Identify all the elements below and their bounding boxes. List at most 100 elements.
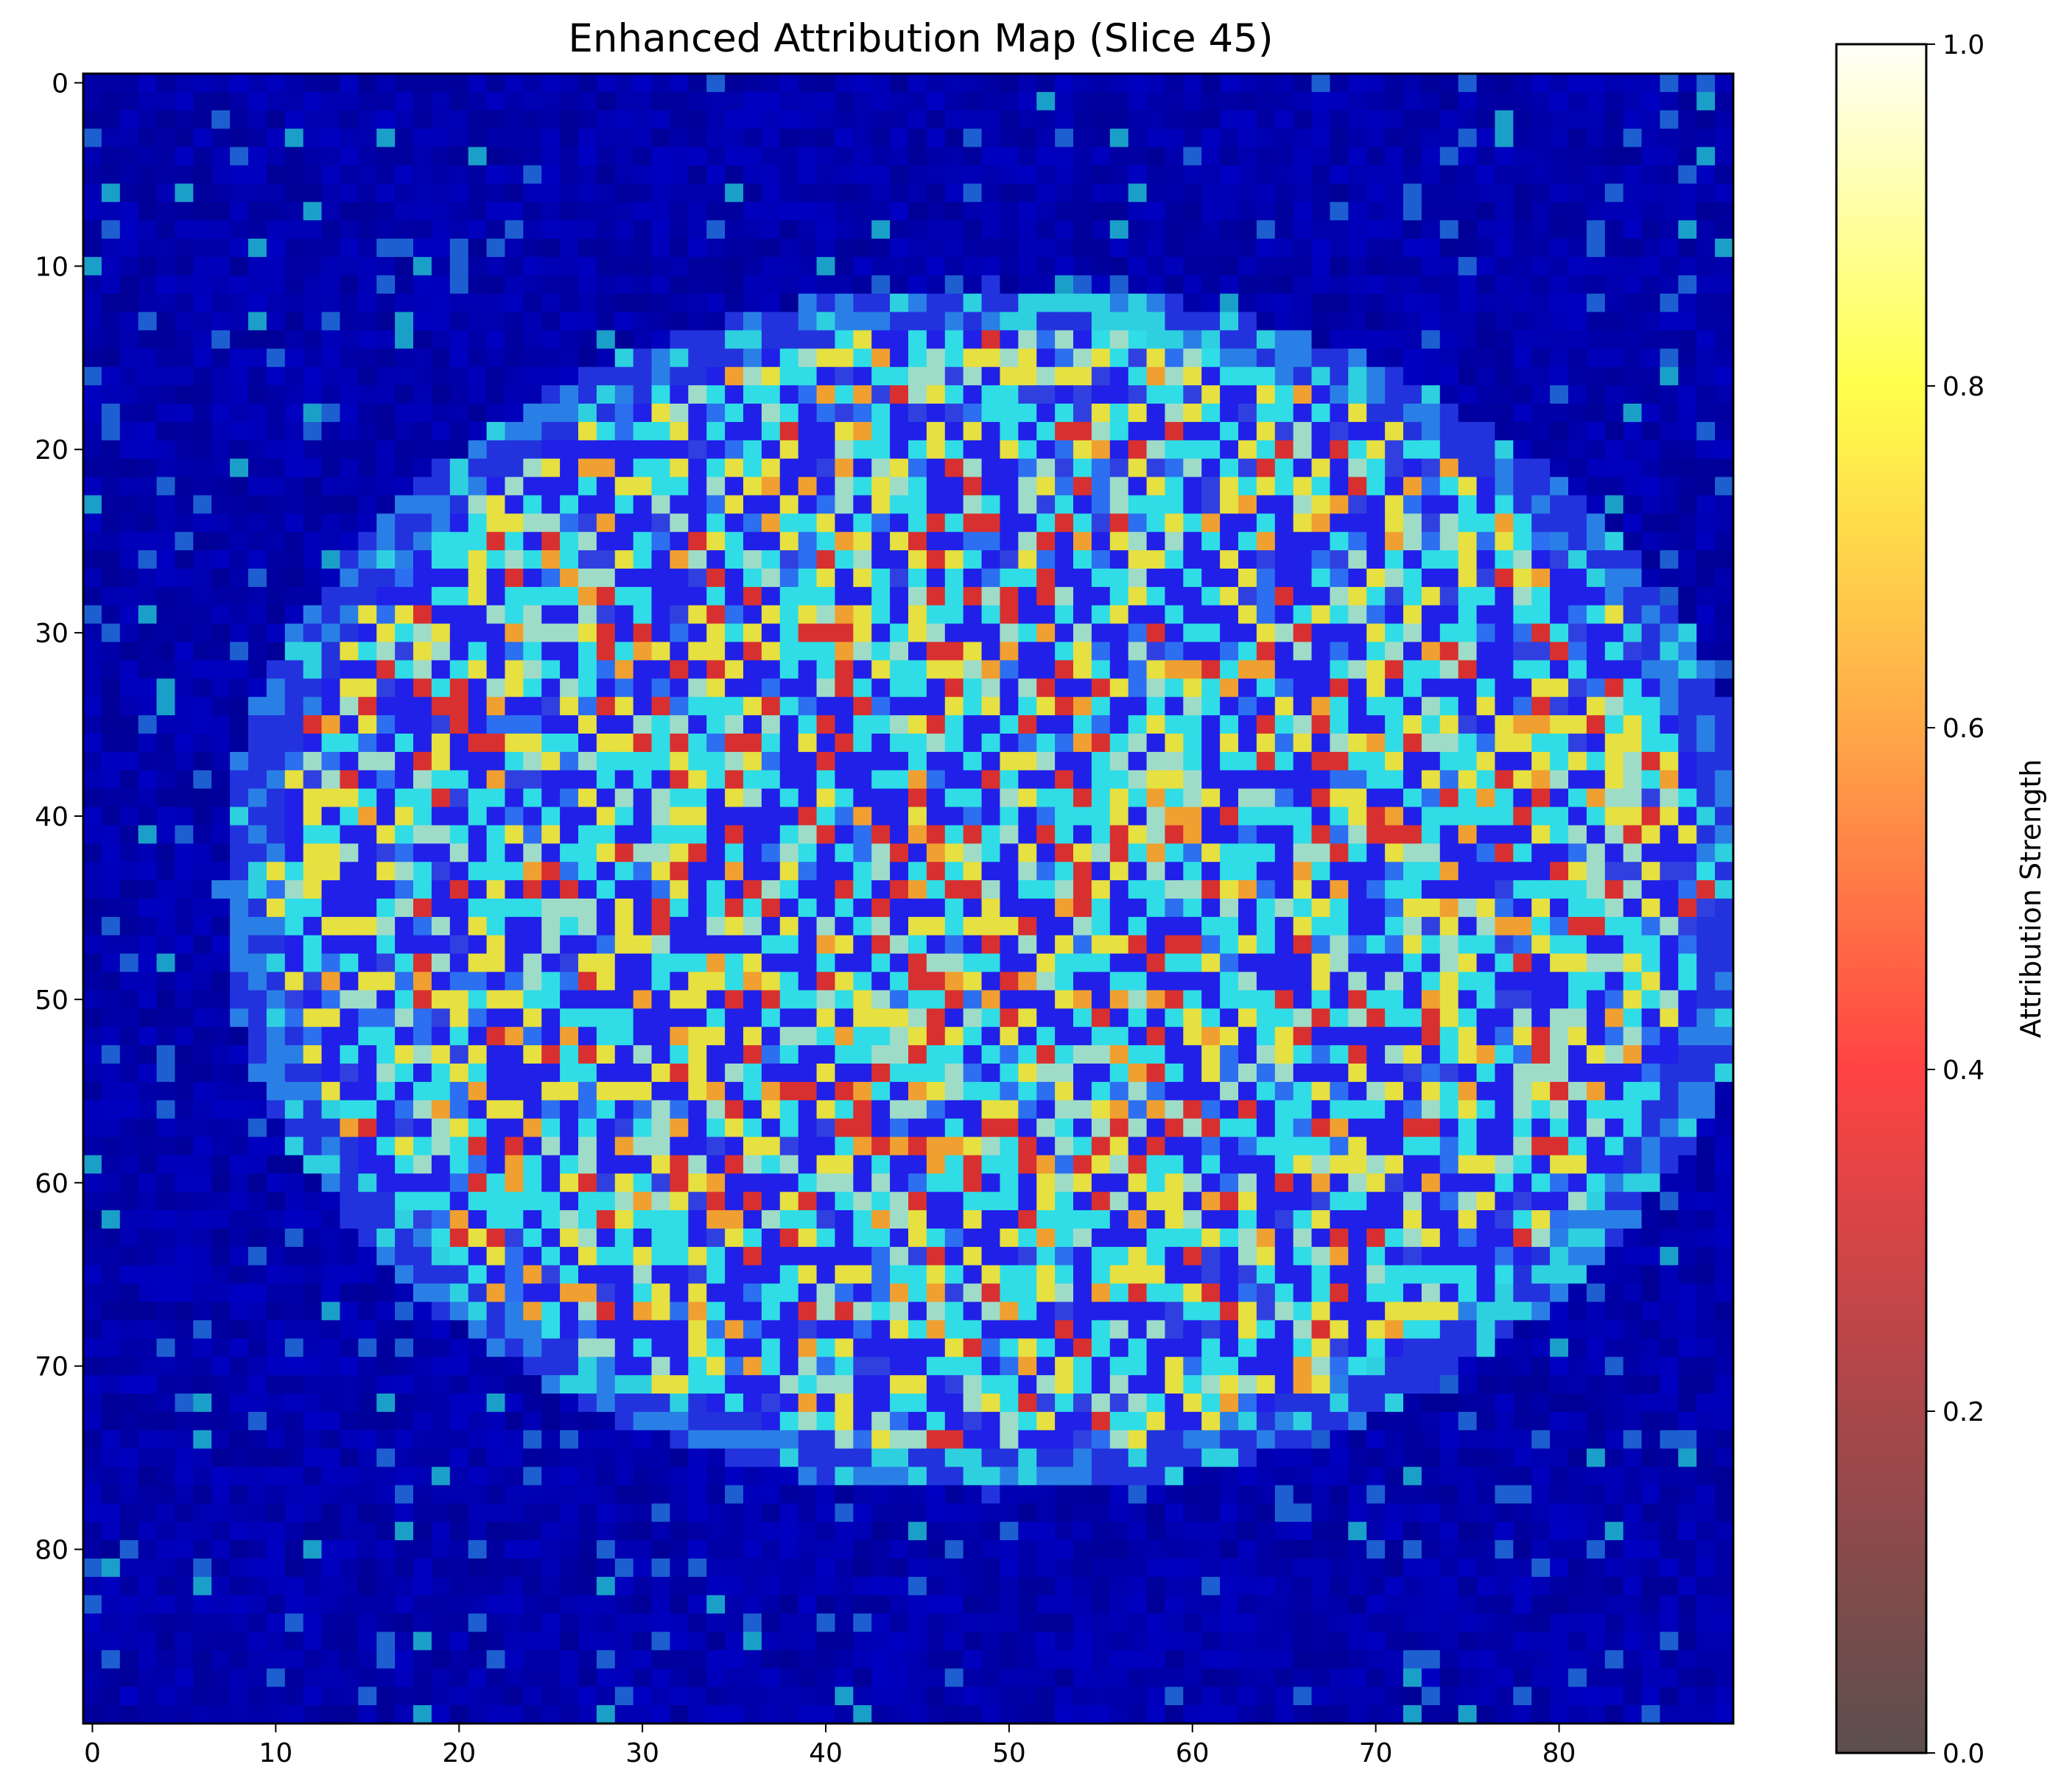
heatmap-cell [119, 734, 139, 753]
heatmap-cell [523, 734, 542, 753]
heatmap-cell [1348, 183, 1367, 203]
heatmap-cell [1274, 421, 1294, 441]
heatmap-cell [1055, 825, 1074, 844]
heatmap-cell [981, 385, 1001, 404]
heatmap-cell [1568, 623, 1587, 643]
heatmap-cell [670, 293, 689, 313]
heatmap-cell [1055, 532, 1074, 551]
heatmap-cell [175, 293, 194, 313]
heatmap-cell [1256, 971, 1276, 991]
heatmap-cell [1678, 770, 1697, 790]
heatmap-cell [1036, 953, 1056, 973]
heatmap-cell [798, 623, 818, 643]
heatmap-cell [981, 458, 1001, 478]
heatmap-cell [1256, 990, 1276, 1009]
heatmap-cell [358, 788, 377, 808]
heatmap-cell [1660, 312, 1679, 331]
heatmap-cell [761, 220, 781, 239]
heatmap-cell [670, 513, 689, 533]
heatmap-cell [449, 74, 469, 93]
heatmap-cell [358, 495, 377, 514]
heatmap-cell [321, 440, 341, 460]
heatmap-cell [230, 458, 249, 478]
heatmap-cell [651, 1064, 671, 1083]
heatmap-cell [1256, 916, 1276, 936]
heatmap-cell [1091, 843, 1111, 862]
heatmap-cell [596, 1008, 616, 1027]
heatmap-cell [1311, 128, 1331, 148]
heatmap-cell [101, 421, 121, 441]
heatmap-cell [596, 91, 616, 111]
heatmap-cell [1220, 404, 1239, 423]
heatmap-cell [1348, 862, 1367, 881]
heatmap-cell [871, 935, 891, 955]
heatmap-cell [1018, 458, 1037, 478]
heatmap-cell [1348, 330, 1367, 349]
heatmap-cell [541, 953, 561, 973]
heatmap-cell [1128, 404, 1148, 423]
heatmap-cell [706, 880, 726, 899]
heatmap-cell [779, 660, 799, 679]
heatmap-cell [1201, 367, 1221, 386]
heatmap-cell [743, 91, 762, 111]
heatmap-cell [761, 202, 781, 221]
heatmap-cell [1091, 128, 1111, 148]
heatmap-cell [1293, 678, 1313, 698]
heatmap-cell [101, 440, 121, 460]
heatmap-cell [119, 935, 139, 955]
heatmap-cell [449, 623, 469, 643]
heatmap-cell [138, 513, 158, 533]
heatmap-cell [266, 550, 286, 569]
heatmap-cell [175, 788, 194, 808]
heatmap-cell [266, 256, 286, 276]
heatmap-cell [1128, 1064, 1148, 1083]
heatmap-cell [395, 128, 414, 148]
heatmap-cell [633, 751, 653, 771]
heatmap-cell [853, 312, 872, 331]
heatmap-cell [1568, 239, 1587, 258]
heatmap-cell [1458, 477, 1478, 496]
heatmap-cell [523, 623, 542, 643]
heatmap-cell [1513, 569, 1532, 588]
heatmap-cell [1055, 367, 1074, 386]
heatmap-cell [578, 770, 597, 790]
heatmap-cell [1201, 147, 1221, 166]
heatmap-cell [230, 348, 249, 368]
heatmap-cell [981, 843, 1001, 862]
heatmap-cell [798, 183, 818, 203]
heatmap-cell [1220, 147, 1239, 166]
heatmap-cell [725, 110, 744, 130]
heatmap-cell [376, 495, 396, 514]
heatmap-cell [1385, 1064, 1404, 1083]
heatmap-cell [1495, 605, 1514, 625]
heatmap-cell [908, 825, 927, 844]
heatmap-cell [1623, 569, 1643, 588]
heatmap-cell [981, 91, 1001, 111]
heatmap-cell [578, 385, 597, 404]
heatmap-cell [1256, 330, 1276, 349]
heatmap-cell [944, 586, 964, 606]
heatmap-cell [853, 458, 872, 478]
heatmap-cell [908, 550, 927, 569]
heatmap-cell [1165, 513, 1184, 533]
heatmap-cell [1146, 751, 1166, 771]
heatmap-cell [1696, 165, 1716, 184]
heatmap-cell [193, 605, 212, 625]
heatmap-cell [1715, 1027, 1734, 1046]
heatmap-cell [779, 477, 799, 496]
heatmap-cell [1109, 605, 1129, 625]
heatmap-cell [1091, 586, 1111, 606]
heatmap-cell [523, 110, 542, 130]
heatmap-cell [926, 843, 946, 862]
heatmap-cell [284, 165, 304, 184]
heatmap-cell [1201, 734, 1221, 753]
heatmap-cell [193, 165, 212, 184]
heatmap-cell [1641, 862, 1661, 881]
heatmap-cell [1678, 550, 1697, 569]
heatmap-cell [1641, 404, 1661, 423]
heatmap-cell [1366, 330, 1386, 349]
heatmap-cell [193, 843, 212, 862]
heatmap-cell [1495, 293, 1514, 313]
heatmap-cell [633, 256, 653, 276]
heatmap-cell [1641, 128, 1661, 148]
